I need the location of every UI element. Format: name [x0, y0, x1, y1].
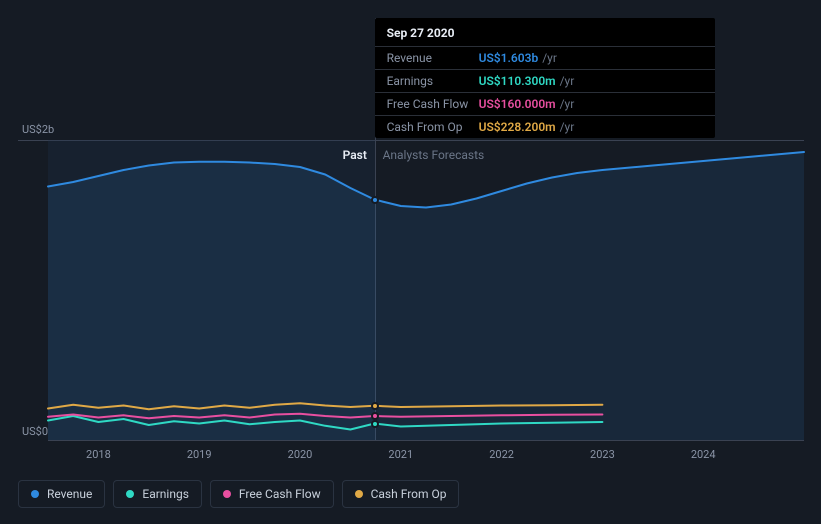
hover-tooltip: Sep 27 2020 RevenueUS$1.603b/yrEarningsU…	[375, 18, 715, 138]
legend-item-label: Revenue	[47, 487, 92, 501]
x-axis-tick: 2022	[489, 448, 514, 461]
series-marker-cfo	[371, 402, 379, 410]
tooltip-row-unit: /yr	[560, 120, 575, 134]
tooltip-row-label: Earnings	[387, 74, 479, 88]
tooltip-row-value: US$110.300m	[479, 74, 556, 88]
tooltip-row-revenue: RevenueUS$1.603b/yr	[375, 46, 715, 69]
y-axis-tick-top: US$2b	[22, 123, 54, 136]
series-marker-fcf	[371, 412, 379, 420]
tooltip-row-label: Free Cash Flow	[387, 97, 479, 111]
chart-legend: Revenue Earnings Free Cash Flow Cash From O…	[18, 480, 459, 508]
x-axis-tick: 2019	[187, 448, 212, 461]
tooltip-row-unit: /yr	[542, 51, 557, 65]
x-axis-tick: 2021	[388, 448, 413, 461]
legend-dot-icon	[223, 490, 231, 498]
legend-item-label: Earnings	[142, 487, 189, 501]
x-axis-tick: 2023	[590, 448, 615, 461]
legend-dot-icon	[126, 490, 134, 498]
tooltip-row-label: Cash From Op	[387, 120, 479, 134]
x-axis-tick: 2020	[288, 448, 313, 461]
legend-item-label: Cash From Op	[371, 487, 447, 501]
tooltip-row-label: Revenue	[387, 51, 479, 65]
gridline-bottom	[48, 440, 804, 441]
tooltip-row-earnings: EarningsUS$110.300m/yr	[375, 69, 715, 92]
tooltip-row-value: US$160.000m	[479, 97, 556, 111]
legend-dot-icon	[355, 490, 363, 498]
series-marker-earnings	[371, 420, 379, 428]
tooltip-row-cfo: Cash From OpUS$228.200m/yr	[375, 115, 715, 138]
legend-item-label: Free Cash Flow	[239, 487, 321, 501]
tooltip-row-value: US$1.603b	[479, 51, 539, 65]
tooltip-row-unit: /yr	[560, 97, 575, 111]
tooltip-row-fcf: Free Cash FlowUS$160.000m/yr	[375, 92, 715, 115]
x-axis: 2018 2019 2020 2021 2022 2023 2024	[48, 448, 804, 468]
x-axis-tick: 2024	[691, 448, 716, 461]
x-axis-tick: 2018	[86, 448, 111, 461]
tooltip-row-unit: /yr	[560, 74, 575, 88]
tooltip-date: Sep 27 2020	[375, 18, 715, 46]
line-chart-plot	[48, 140, 804, 440]
legend-dot-icon	[31, 490, 39, 498]
legend-item-cfo[interactable]: Cash From Op	[342, 480, 460, 508]
legend-item-revenue[interactable]: Revenue	[18, 480, 105, 508]
tooltip-row-value: US$228.200m	[479, 120, 556, 134]
legend-item-earnings[interactable]: Earnings	[113, 480, 202, 508]
series-marker-revenue	[371, 196, 379, 204]
legend-item-fcf[interactable]: Free Cash Flow	[210, 480, 334, 508]
y-axis-tick-bottom: US$0	[22, 425, 48, 438]
